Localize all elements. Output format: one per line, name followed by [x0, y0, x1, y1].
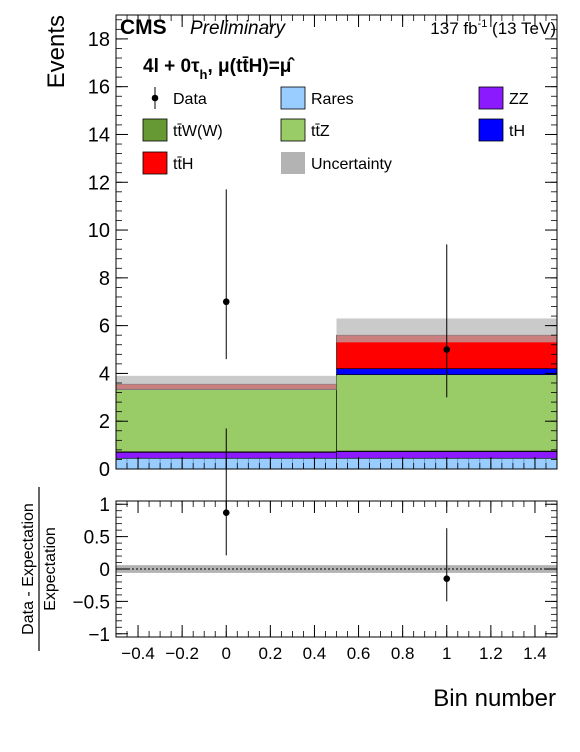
ratio-y-tick-label: 1 [99, 495, 110, 516]
legend-swatch-ttww [142, 118, 168, 142]
legend-swatch-rares [280, 86, 306, 110]
ratio-y-tick-label: −1 [88, 625, 110, 646]
data-layer [222, 189, 451, 398]
legend-swatch-tth [142, 151, 168, 175]
ratio-x-tick-label: −0.4 [121, 644, 155, 663]
main-y-tick-label: 4 [99, 363, 110, 385]
uncertainty-band-bin-0 [116, 375, 337, 391]
main-y-tick-label: 8 [99, 268, 110, 290]
ratio-y-axis-title-denominator: Expectation [42, 527, 59, 611]
main-plot: 0 2 4 6 8 10 12 14 16 18 [88, 14, 558, 481]
ratio-uncertainty-band [116, 565, 557, 573]
ratio-y-tick-label: 0 [99, 560, 110, 581]
main-y-tick-label: 0 [99, 459, 110, 481]
ratio-y-tick-label: 0.5 [84, 528, 110, 549]
main-y-tick-label: 6 [99, 316, 110, 338]
lumi-exponent: -1 [478, 18, 488, 30]
stack-layer [115, 334, 558, 470]
legend-label-uncertainty: Uncertainty [311, 156, 392, 173]
legend-label-ttww: tt̄W(W) [173, 123, 223, 140]
main-y-tick-label: 14 [88, 124, 110, 146]
legend-swatch-ttz [280, 118, 306, 142]
main-y-tick-label: 16 [88, 77, 110, 99]
main-y-tick-label: 2 [99, 411, 110, 433]
main-y-axis-title: Events [43, 15, 70, 88]
legend-swatch-th [478, 118, 504, 142]
lumi-label: 137 fb-1 (13 TeV) [430, 18, 556, 38]
status-label: Preliminary [190, 18, 287, 39]
category-label-base: 4l + 0τ [143, 56, 200, 77]
ratio-x-tick-label: 1 [442, 644, 451, 663]
legend-label-rares: Rares [311, 91, 354, 108]
ratio-x-tick-label: 0.2 [259, 644, 283, 663]
main-y-tick-label: 10 [88, 220, 110, 242]
ratio-x-tick-label: 1.4 [523, 644, 547, 663]
ratio-points-layer [222, 428, 451, 602]
ratio-plot: −1 −0.5 0 0.5 1 −0.4 −0.2 0 0.2 0.4 0.6 0.8 1 1.2 1.4 [72, 428, 558, 663]
legend-label-zz: ZZ [509, 91, 529, 108]
ratio-x-tick-label: 0.8 [391, 644, 415, 663]
legend-marker-data [151, 94, 159, 102]
category-label-sub: h [200, 67, 208, 82]
data-point-1 [443, 346, 451, 353]
ratio-x-tick-label: −0.2 [165, 644, 199, 663]
lumi-value: 137 fb [430, 19, 477, 38]
ratio-x-tick-label: 0.4 [303, 644, 327, 663]
ratio-x-tick-label: 0.6 [347, 644, 371, 663]
experiment-label: CMS [120, 16, 167, 39]
ratio-x-axis: −0.4 −0.2 0 0.2 0.4 0.6 0.8 1 1.2 1.4 [115, 501, 558, 663]
category-label: 4l + 0τh, μ(tt̄H)=μ̂ [143, 56, 295, 82]
legend-label-data: Data [173, 91, 207, 108]
ratio-y-axis-title-numerator: Data - Expectation [20, 503, 37, 635]
ratio-y-tick-label: −0.5 [72, 592, 110, 613]
legend-swatch-uncertainty [281, 152, 305, 174]
ratio-y-axis: −1 −0.5 0 0.5 1 [72, 495, 557, 646]
main-y-tick-label: 12 [88, 172, 110, 194]
x-axis-title: Bin number [433, 685, 556, 712]
main-y-tick-label: 18 [88, 29, 110, 51]
legend-label-ttz: tt̄Z [311, 123, 330, 140]
legend-swatch-zz [478, 86, 504, 110]
category-label-tail: , μ(tt̄H)=μ̂ [208, 56, 296, 77]
legend: Data Rares ZZ tt̄W(W) tt̄Z tH tt̄H Uncertainty [142, 86, 529, 175]
legend-label-tth: tt̄H [173, 156, 193, 173]
ratio-x-tick-label: 0 [222, 644, 231, 663]
ratio-y-axis-title: Data - Expectation Expectation [20, 487, 59, 651]
ratio-x-tick-label: 1.2 [479, 644, 503, 663]
legend-label-th: tH [509, 123, 525, 140]
energy-value: (13 TeV) [487, 19, 556, 38]
ratio-point-1 [443, 575, 451, 583]
main-y-axis: 0 2 4 6 8 10 12 14 16 18 [88, 19, 557, 481]
data-point-0 [222, 298, 230, 306]
